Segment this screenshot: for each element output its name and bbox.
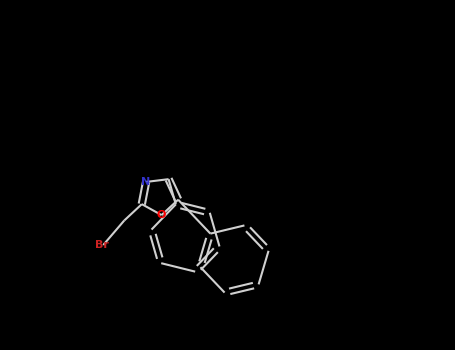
Text: N: N <box>142 177 151 187</box>
Text: O: O <box>157 210 166 220</box>
Text: Br: Br <box>95 240 108 250</box>
